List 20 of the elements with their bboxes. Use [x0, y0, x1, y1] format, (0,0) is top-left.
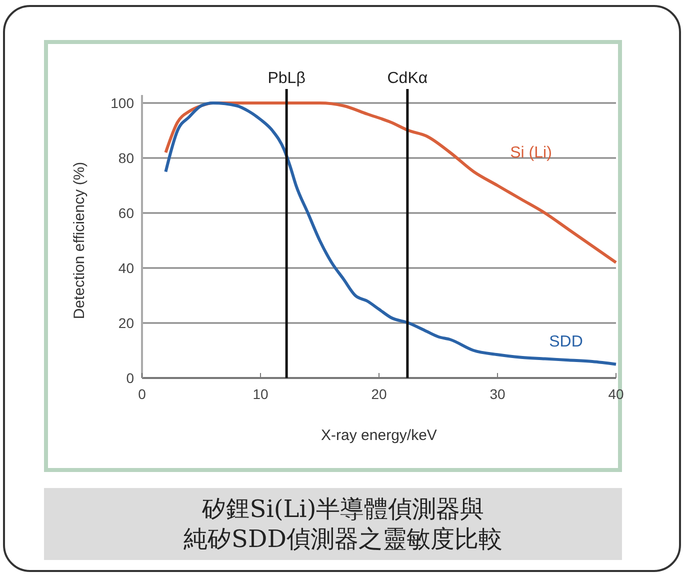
y-tick-label: 100: [110, 95, 134, 111]
x-tick-label: 0: [138, 386, 146, 402]
ref-line-label: PbLβ: [268, 70, 306, 87]
y-tick-label: 0: [126, 370, 134, 386]
series-label: SDD: [549, 333, 583, 350]
x-tick-label: 10: [252, 386, 268, 402]
text: 矽鋰Si(Li)半導體偵測器與純矽SDD偵測器之靈敏度比較: [184, 495, 502, 553]
x-tick-label: 40: [608, 386, 624, 402]
x-axis-title: X-ray energy/keV: [321, 427, 437, 444]
x-tick-label: 30: [490, 386, 506, 402]
y-tick-label: 60: [118, 205, 134, 221]
y-tick-label: 80: [118, 150, 134, 166]
line-series: [164, 102, 618, 366]
x-tick-label: 20: [371, 386, 387, 402]
y-tick-label: 40: [118, 260, 134, 276]
y-tick-label: 20: [118, 315, 134, 331]
line-series: [164, 102, 618, 264]
ref-line-label: CdKα: [387, 70, 428, 87]
y-axis-title: Detection efficiency (%): [71, 162, 88, 320]
series-label: Si (Li): [510, 144, 552, 162]
